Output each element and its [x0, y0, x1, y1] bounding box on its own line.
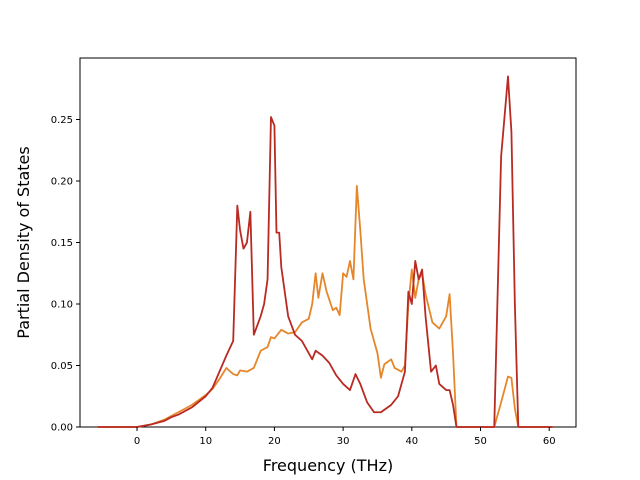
x-tick-label: 0 [134, 436, 140, 447]
series-line-2 [97, 75, 553, 428]
x-axis-label: Frequency (THz) [263, 456, 393, 475]
y-tick-label: 0.20 [51, 177, 73, 188]
series-layer [97, 75, 553, 428]
plot-area [79, 57, 577, 428]
y-tick-label: 0.15 [51, 238, 73, 249]
x-tick-label: 20 [268, 436, 281, 447]
x-tick-label: 60 [543, 436, 556, 447]
x-axis-ticks: 0 10 20 30 40 50 60 [134, 427, 556, 447]
y-tick-label: 0.00 [51, 423, 73, 434]
x-tick-label: 30 [337, 436, 350, 447]
series-line-1 [97, 185, 553, 428]
y-axis-ticks: 0.00 0.05 0.10 0.15 0.20 0.25 [51, 115, 80, 434]
y-tick-label: 0.05 [51, 361, 73, 372]
x-tick-label: 50 [474, 436, 487, 447]
y-tick-label: 0.10 [51, 300, 73, 311]
y-tick-label: 0.25 [51, 115, 73, 126]
x-tick-label: 40 [405, 436, 418, 447]
y-axis-label: Partial Density of States [14, 146, 33, 338]
x-tick-label: 10 [199, 436, 212, 447]
